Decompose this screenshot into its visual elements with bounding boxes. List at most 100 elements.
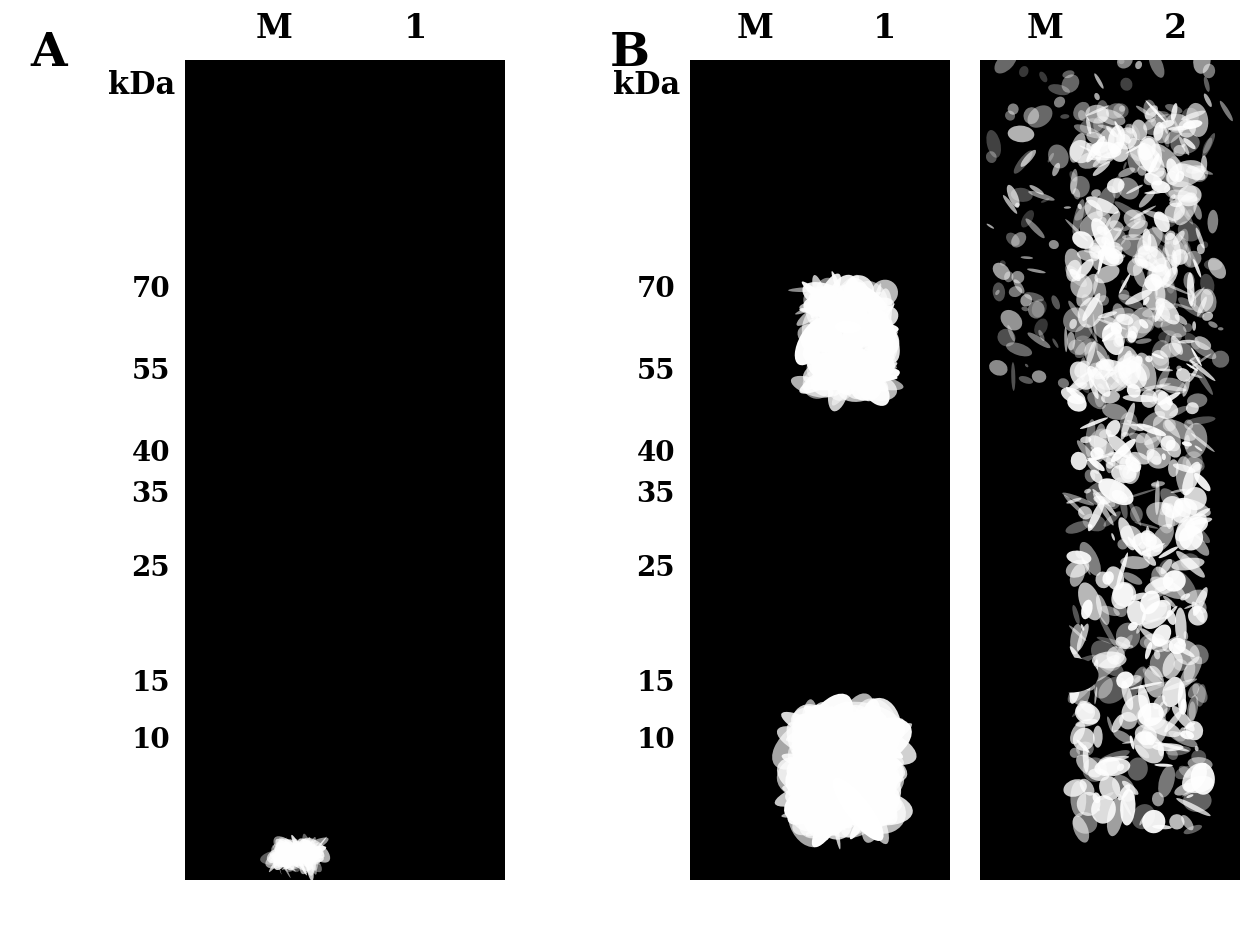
Ellipse shape [1146, 526, 1151, 560]
Ellipse shape [839, 349, 846, 359]
Ellipse shape [1104, 211, 1120, 234]
Ellipse shape [1078, 152, 1101, 169]
Ellipse shape [1197, 296, 1207, 316]
Ellipse shape [1121, 237, 1149, 258]
Ellipse shape [1008, 103, 1018, 115]
Ellipse shape [1004, 272, 1013, 282]
Ellipse shape [1136, 106, 1149, 116]
Ellipse shape [1123, 162, 1127, 170]
Ellipse shape [1152, 144, 1182, 173]
Ellipse shape [817, 324, 869, 355]
Ellipse shape [1016, 203, 1019, 207]
Ellipse shape [792, 808, 826, 835]
Ellipse shape [1097, 125, 1116, 131]
Ellipse shape [811, 318, 827, 333]
Ellipse shape [1049, 240, 1059, 249]
Ellipse shape [817, 294, 842, 320]
Ellipse shape [1079, 146, 1096, 153]
Ellipse shape [1054, 97, 1065, 108]
Ellipse shape [1182, 462, 1200, 495]
Ellipse shape [811, 290, 821, 318]
Ellipse shape [1096, 654, 1123, 677]
Ellipse shape [1068, 368, 1097, 392]
Ellipse shape [1122, 432, 1128, 437]
Ellipse shape [1106, 103, 1125, 118]
Ellipse shape [823, 314, 842, 342]
Ellipse shape [836, 742, 894, 765]
Ellipse shape [828, 725, 861, 755]
Ellipse shape [1117, 346, 1141, 384]
Ellipse shape [1115, 202, 1143, 221]
Ellipse shape [847, 335, 861, 363]
Ellipse shape [1183, 120, 1203, 129]
Ellipse shape [303, 852, 308, 867]
Ellipse shape [1120, 712, 1137, 729]
Ellipse shape [853, 716, 884, 742]
Ellipse shape [846, 348, 870, 363]
Ellipse shape [1094, 676, 1112, 699]
Ellipse shape [872, 314, 900, 363]
Ellipse shape [811, 793, 822, 802]
Ellipse shape [1091, 795, 1116, 824]
Ellipse shape [797, 794, 817, 836]
Ellipse shape [289, 843, 304, 858]
Ellipse shape [300, 850, 315, 874]
Ellipse shape [1184, 661, 1195, 683]
Ellipse shape [1192, 166, 1208, 182]
Ellipse shape [844, 374, 870, 400]
Ellipse shape [1063, 492, 1094, 506]
Ellipse shape [1070, 722, 1085, 744]
Ellipse shape [1193, 464, 1203, 471]
Ellipse shape [1118, 290, 1130, 300]
Ellipse shape [999, 260, 1006, 266]
Ellipse shape [867, 353, 894, 401]
Ellipse shape [1073, 188, 1080, 200]
Ellipse shape [1102, 456, 1140, 472]
Ellipse shape [274, 854, 295, 871]
Ellipse shape [1090, 470, 1102, 483]
Ellipse shape [281, 849, 284, 852]
Ellipse shape [1075, 324, 1092, 341]
Ellipse shape [1097, 757, 1120, 776]
Ellipse shape [839, 728, 880, 777]
Ellipse shape [827, 352, 847, 377]
Ellipse shape [815, 299, 830, 316]
Ellipse shape [1023, 107, 1039, 124]
Ellipse shape [1070, 274, 1092, 298]
Ellipse shape [1132, 532, 1163, 557]
Ellipse shape [804, 297, 830, 316]
Ellipse shape [842, 307, 854, 337]
Ellipse shape [1173, 732, 1185, 742]
Text: A: A [30, 30, 67, 76]
Ellipse shape [1143, 638, 1157, 650]
Ellipse shape [1137, 227, 1163, 255]
Text: 15: 15 [131, 670, 170, 697]
Ellipse shape [791, 706, 856, 749]
Ellipse shape [846, 331, 864, 350]
Ellipse shape [853, 777, 889, 844]
Ellipse shape [1070, 683, 1080, 704]
Ellipse shape [291, 841, 306, 855]
Ellipse shape [1106, 646, 1125, 665]
Ellipse shape [1021, 150, 1037, 167]
Ellipse shape [792, 748, 818, 762]
Ellipse shape [1063, 308, 1087, 332]
Ellipse shape [1183, 452, 1203, 474]
Ellipse shape [1081, 295, 1091, 306]
Ellipse shape [1187, 273, 1194, 307]
Ellipse shape [836, 723, 858, 755]
Ellipse shape [1101, 227, 1122, 244]
Ellipse shape [1112, 775, 1136, 802]
Ellipse shape [849, 708, 883, 747]
Ellipse shape [789, 286, 839, 292]
Ellipse shape [823, 275, 859, 314]
Ellipse shape [1193, 587, 1208, 616]
Ellipse shape [1084, 245, 1123, 254]
Ellipse shape [1180, 699, 1187, 715]
Ellipse shape [808, 295, 821, 327]
Ellipse shape [827, 716, 877, 754]
Ellipse shape [1089, 457, 1105, 472]
Ellipse shape [1106, 126, 1117, 137]
Ellipse shape [1137, 355, 1142, 363]
Ellipse shape [1114, 103, 1128, 118]
